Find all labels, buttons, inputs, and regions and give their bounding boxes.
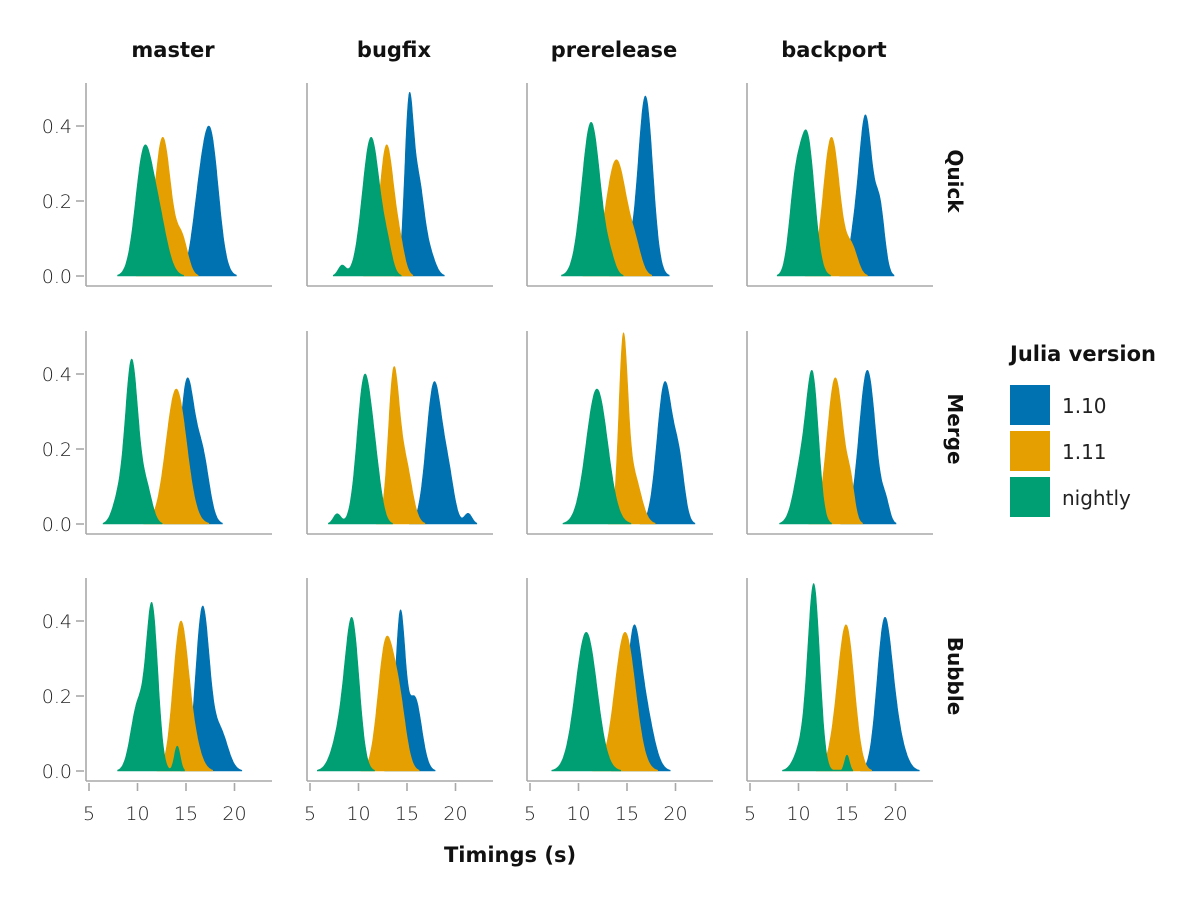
density-1-11 <box>376 366 426 525</box>
row-title-Merge: Merge <box>943 393 967 464</box>
density-1-10 <box>409 381 478 525</box>
panel-bubble-bugfix: 5 10 15 20 <box>304 578 493 825</box>
legend-swatch <box>1010 385 1050 425</box>
density-nightly <box>117 144 184 277</box>
column-titles: master bugfix prerelease backport <box>131 38 886 62</box>
x-tick-label: 20 <box>443 803 467 825</box>
panel-bubble-prerelease: 5 10 15 20 <box>524 578 713 825</box>
x-tick-label: 15 <box>615 803 639 825</box>
legend-entry-nightly: nightly <box>1010 477 1131 517</box>
density-nightly <box>333 136 402 277</box>
y-tick-label: 0.2 <box>42 439 72 461</box>
legend-label: nightly <box>1062 486 1131 510</box>
x-tick-label: 10 <box>786 803 810 825</box>
y-tick-label: 0.0 <box>42 514 72 536</box>
density-nightly <box>117 601 185 772</box>
density-nightly <box>317 616 375 772</box>
x-axis-title: Timings (s) <box>444 843 576 867</box>
row-titles: Quick Merge Bubble <box>943 149 967 715</box>
legend-swatch <box>1010 431 1050 471</box>
column-title-master: master <box>131 38 215 62</box>
density-nightly <box>561 121 624 277</box>
y-tick-label: 0.4 <box>42 116 72 138</box>
x-tick-label: 10 <box>346 803 370 825</box>
row-title-Quick: Quick <box>943 149 967 213</box>
density-nightly <box>782 583 854 772</box>
density-1-11 <box>360 635 420 772</box>
legend-label: 1.10 <box>1062 394 1107 418</box>
density-nightly <box>328 373 393 525</box>
density-nightly <box>562 388 632 525</box>
panel-merge-bugfix <box>306 331 493 535</box>
y-tick-label: 0.0 <box>42 761 72 783</box>
panel-bubble-master: 0.0 0.2 0.4 5 10 15 20 <box>42 578 272 825</box>
x-tick-label: 5 <box>524 803 536 825</box>
x-tick-label: 5 <box>83 803 95 825</box>
legend-entry-1-11: 1.11 <box>1010 431 1107 471</box>
density-nightly <box>776 129 831 277</box>
legend-swatch <box>1010 477 1050 517</box>
legend-entries: 1.10 1.11 nightly <box>1010 385 1131 517</box>
panel-quick-prerelease <box>526 83 713 287</box>
x-tick-label: 10 <box>125 803 149 825</box>
density-1-11 <box>607 332 656 525</box>
panel-merge-prerelease <box>526 331 713 535</box>
column-title-backport: backport <box>781 38 886 62</box>
panel-quick-master: 0.0 0.2 0.4 <box>42 83 272 288</box>
x-tick-label: 5 <box>304 803 316 825</box>
density-1-10 <box>394 91 445 277</box>
legend-entry-1-10: 1.10 <box>1010 385 1107 425</box>
y-tick-label: 0.2 <box>42 686 72 708</box>
density-nightly <box>779 369 832 525</box>
legend: Julia version 1.10 1.11 nightly <box>1008 342 1156 517</box>
column-title-bugfix: bugfix <box>357 38 432 62</box>
y-tick-label: 0.0 <box>42 266 72 288</box>
density-nightly <box>102 358 163 525</box>
panel-bubble-backport: 5 10 15 20 <box>744 578 933 825</box>
y-tick-label: 0.2 <box>42 191 72 213</box>
panels: 0.0 0.2 0.4 0.0 0.2 0.4 0.0 0.2 0.4 5 10 15 20 5 10 15 2… <box>42 83 933 825</box>
x-tick-label: 5 <box>744 803 756 825</box>
legend-label: 1.11 <box>1062 440 1107 464</box>
x-tick-label: 20 <box>663 803 687 825</box>
x-tick-label: 15 <box>835 803 859 825</box>
density-1-11 <box>156 620 213 772</box>
column-title-prerelease: prerelease <box>551 38 678 62</box>
x-tick-label: 15 <box>395 803 419 825</box>
x-tick-label: 15 <box>174 803 198 825</box>
panel-merge-backport <box>746 331 933 535</box>
panel-quick-bugfix <box>306 83 493 287</box>
panel-quick-backport <box>746 83 933 287</box>
density-1-10 <box>639 381 696 525</box>
legend-title: Julia version <box>1008 342 1156 366</box>
density-1-10 <box>860 617 920 772</box>
y-tick-label: 0.4 <box>42 611 72 633</box>
density-nightly <box>551 631 621 772</box>
x-tick-label: 20 <box>222 803 246 825</box>
row-title-Bubble: Bubble <box>943 637 967 716</box>
y-tick-label: 0.4 <box>42 364 72 386</box>
x-tick-label: 10 <box>566 803 590 825</box>
panel-merge-master: 0.0 0.2 0.4 <box>42 331 272 536</box>
x-tick-label: 20 <box>883 803 907 825</box>
